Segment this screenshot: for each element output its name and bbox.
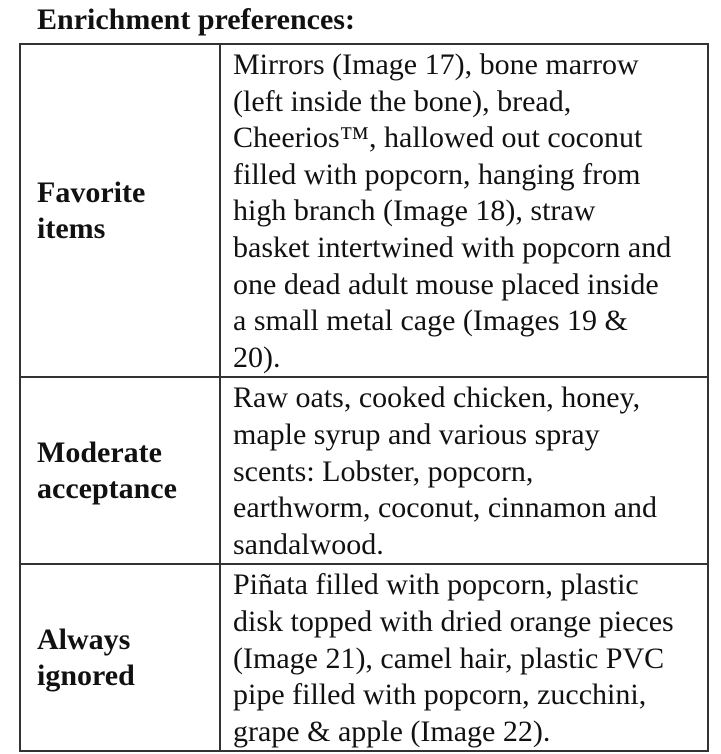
row-label: Favorite items bbox=[19, 42, 221, 379]
row-label: Always ignored bbox=[19, 563, 221, 753]
content-line: one dead adult mouse placed inside bbox=[233, 267, 659, 301]
row-label: Moderate acceptance bbox=[19, 376, 221, 566]
content-line: basket intertwined with popcorn and bbox=[233, 230, 672, 264]
content-line: scents: Lobster, popcorn, bbox=[233, 454, 534, 488]
content-line: Cheerios™, hallowed out coconut bbox=[233, 121, 643, 155]
content-line: filled with popcorn, hanging from bbox=[233, 157, 641, 191]
row-content: Raw oats, cooked chicken, honey, maple sy… bbox=[219, 376, 709, 566]
content-line: pipe filled with popcorn, zucchini, bbox=[233, 678, 647, 712]
content-line: (left inside the bone), bread, bbox=[233, 84, 572, 118]
content-line: grape & apple (Image 22). bbox=[233, 714, 551, 748]
content-line: earthworm, coconut, cinnamon and bbox=[233, 491, 658, 525]
row-label-line: acceptance bbox=[37, 471, 177, 505]
row-content: Piñata filled with popcorn, plastic disk … bbox=[219, 563, 709, 753]
table-row: Always ignored Piñata filled with popcorn,… bbox=[19, 563, 709, 753]
row-label-line: ignored bbox=[37, 658, 135, 692]
content-line: Piñata filled with popcorn, plastic bbox=[233, 568, 639, 602]
content-line: high branch (Image 18), straw bbox=[233, 194, 596, 228]
content-line: a small metal cage (Images 19 & bbox=[233, 304, 628, 338]
row-label-line: items bbox=[37, 211, 106, 245]
row-content: Mirrors (Image 17), bone marrow (left ins… bbox=[219, 42, 709, 379]
content-line: Raw oats, cooked chicken, honey, bbox=[233, 381, 641, 415]
enrichment-table: Favorite items Mirrors (Image 17), bone ma… bbox=[19, 42, 709, 753]
table-row: Moderate acceptance Raw oats, cooked chick… bbox=[19, 376, 709, 566]
row-label-line: Moderate bbox=[37, 435, 162, 469]
content-line: sandalwood. bbox=[233, 527, 384, 561]
content-line: maple syrup and various spray bbox=[233, 417, 600, 451]
row-label-line: Always bbox=[37, 622, 131, 656]
content-line: 20). bbox=[233, 340, 281, 374]
content-line: (Image 21), camel hair, plastic PVC bbox=[233, 641, 665, 675]
table-row: Favorite items Mirrors (Image 17), bone ma… bbox=[19, 42, 709, 379]
row-label-line: Favorite bbox=[37, 175, 146, 209]
section-title: Enrichment preferences: bbox=[37, 3, 355, 36]
content-line: Mirrors (Image 17), bone marrow bbox=[233, 48, 639, 81]
content-line: disk topped with dried orange pieces bbox=[233, 604, 674, 638]
